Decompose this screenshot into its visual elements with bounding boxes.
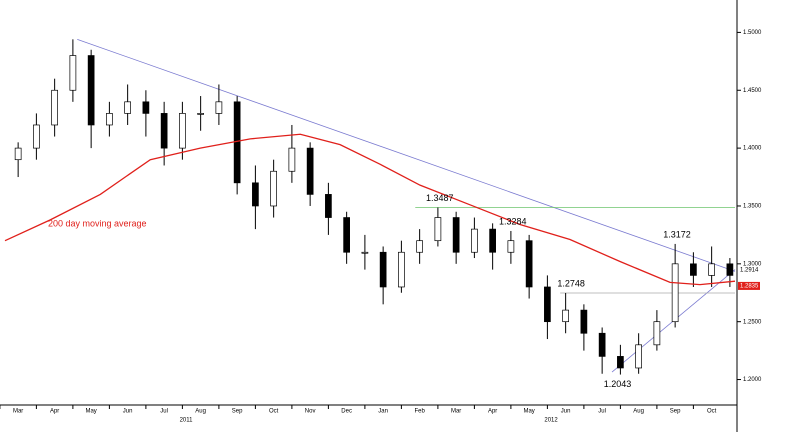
candle-body [14, 147, 22, 161]
candle-body [653, 321, 661, 346]
x-tick-label: Nov [305, 409, 316, 415]
price-tag [738, 265, 760, 274]
annotation: 1.2043 [604, 379, 632, 389]
candle-body [544, 286, 551, 323]
y-tick-label: 1.2500 [743, 319, 762, 325]
x-tick-label: Dec [341, 409, 352, 415]
moving-average [4, 133, 736, 286]
price-tag [738, 281, 760, 290]
x-tick-label: Mar [13, 409, 23, 415]
candle-body [507, 240, 515, 253]
candle-body [617, 356, 624, 369]
candle-body [179, 113, 186, 149]
year-label: 2012 [544, 418, 558, 424]
annotation: 1.3172 [663, 229, 691, 239]
y-tick-label: 1.2000 [743, 377, 762, 383]
ma-label: 200 day moving average [48, 218, 147, 228]
x-tick-label: Aug [195, 409, 206, 415]
candle-body [197, 113, 204, 115]
x-tick-label: Sep [232, 409, 243, 415]
price-tag-label: 1.2835 [740, 283, 759, 289]
candle-body [306, 147, 314, 195]
candle-body [270, 170, 277, 207]
annotation: 1.3487 [426, 193, 454, 203]
x-tick-label: Jul [598, 409, 606, 415]
candle-body [288, 147, 296, 172]
candle-body [325, 194, 332, 218]
y-tick-label: 1.4000 [743, 146, 762, 152]
x-tick-label: May [85, 409, 96, 415]
candle-body [525, 240, 533, 288]
candle-body [124, 101, 131, 114]
x-tick-label: Feb [414, 409, 425, 415]
x-tick-label: Jun [123, 409, 133, 415]
candle-body [635, 344, 642, 369]
candle-body [562, 309, 569, 323]
candle-body [33, 124, 40, 149]
annotation: 1.2748 [557, 278, 585, 288]
candle-body [69, 55, 77, 91]
year-label: 2011 [180, 418, 194, 424]
y-tick-label: 1.3000 [743, 261, 762, 267]
price-tag-label: 1.2914 [740, 267, 759, 273]
x-tick-label: Jan [378, 409, 388, 415]
candle-body [87, 55, 95, 126]
x-tick-label: Mar [451, 409, 461, 415]
x-tick-label: Jun [561, 409, 571, 415]
x-tick-label: Jul [160, 409, 168, 415]
candle-body [434, 217, 442, 242]
candle-body [708, 263, 715, 276]
x-tick-label: Oct [269, 409, 279, 415]
x-tick-label: Apr [488, 409, 497, 415]
candle-body [452, 217, 460, 253]
candle-body [379, 251, 387, 288]
candle-body [598, 332, 606, 357]
candle-body [51, 89, 58, 126]
candle-body [471, 228, 478, 253]
candle-body [343, 217, 350, 253]
annotation: 1.3284 [499, 216, 527, 226]
candle-body [690, 263, 697, 276]
candle-body [215, 101, 223, 114]
candle-body [580, 309, 588, 334]
x-tick-label: Apr [50, 409, 59, 415]
y-tick-label: 1.4500 [743, 88, 762, 94]
candle-body [398, 251, 405, 288]
candle-body [142, 101, 150, 114]
y-tick-label: 1.3500 [743, 204, 762, 210]
trend-line [77, 38, 736, 272]
candle-body [671, 263, 679, 323]
candle-body [252, 182, 259, 207]
candle-body [726, 263, 734, 276]
candle-body [489, 228, 496, 253]
x-tick-label: Oct [707, 409, 717, 415]
y-tick-label: 1.5000 [743, 30, 762, 36]
candle-body [361, 251, 369, 254]
candle-body [106, 113, 113, 126]
x-tick-label: May [523, 409, 534, 415]
candle-body [160, 113, 168, 149]
x-tick-label: Aug [633, 409, 644, 415]
x-tick-label: Sep [670, 409, 681, 415]
candle-body [416, 240, 423, 253]
